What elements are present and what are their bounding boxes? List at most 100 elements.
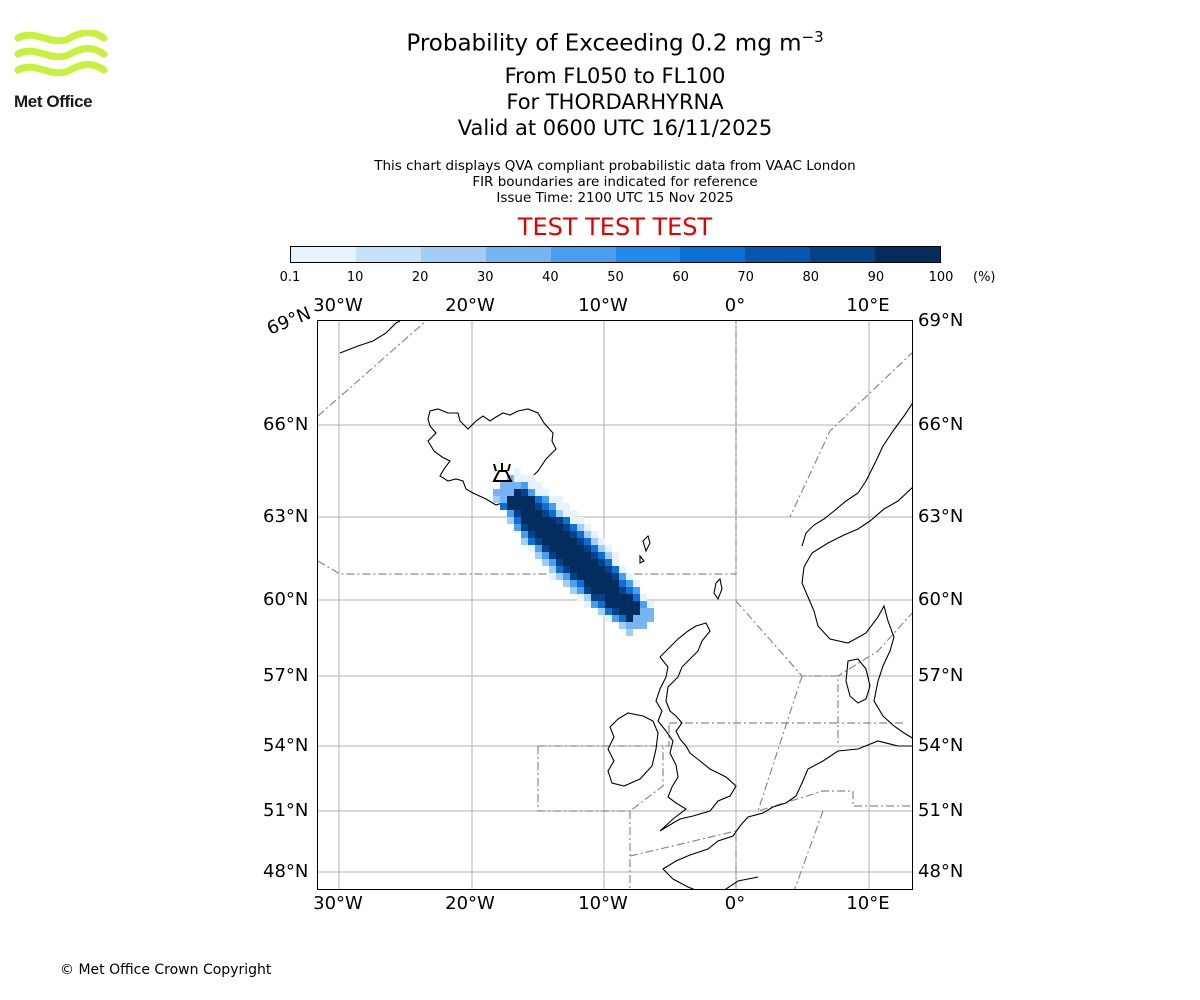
plume-cell <box>563 538 570 545</box>
lat-label-left-66n: 66°N <box>263 414 309 435</box>
colorbar-segment <box>550 247 616 262</box>
plume-cell <box>591 559 598 566</box>
plume-cell <box>556 531 563 538</box>
plume-cell <box>619 587 626 594</box>
plume-cell <box>577 552 584 559</box>
plume-cell <box>619 580 626 587</box>
plume-cell <box>591 601 598 608</box>
plume-cell <box>556 545 563 552</box>
plume-cell <box>507 517 514 524</box>
plume-cell <box>584 566 591 573</box>
lat-label-right-57n: 57°N <box>918 665 964 686</box>
plume-cell <box>647 608 654 615</box>
plume-cell <box>549 566 556 573</box>
met-office-logo <box>14 30 108 77</box>
plume-cell <box>640 594 647 601</box>
plume-cell <box>584 594 591 601</box>
ash-plume-probability <box>493 468 654 636</box>
plume-cell <box>514 482 521 489</box>
colorbar-segment <box>810 247 876 262</box>
plume-cell <box>556 538 563 545</box>
plume-cell <box>514 468 521 475</box>
plume-cell <box>584 524 591 531</box>
plume-cell <box>528 489 535 496</box>
lon-label-top-30w: 30°W <box>313 295 363 316</box>
plume-cell <box>577 566 584 573</box>
plume-cell <box>507 496 514 503</box>
plume-cell <box>640 622 647 629</box>
lon-label-top-10e: 10°E <box>846 295 890 316</box>
plume-cell <box>584 580 591 587</box>
plume-cell <box>612 594 619 601</box>
plume-cell <box>514 503 521 510</box>
plume-cell <box>591 580 598 587</box>
plume-cell <box>542 503 549 510</box>
plume-cell <box>556 566 563 573</box>
lon-label-bottom-0: 0° <box>724 893 746 914</box>
plume-cell <box>605 615 612 622</box>
plume-cell <box>577 580 584 587</box>
lon-label-top-20w: 20°W <box>445 295 495 316</box>
colorbar-tick-label: 10 <box>346 270 364 285</box>
plume-cell <box>528 482 535 489</box>
map-panel[interactable] <box>317 320 913 890</box>
lat-label-right-66n: 66°N <box>918 414 964 435</box>
plume-cell <box>528 503 535 510</box>
fir-boundaries <box>318 321 912 889</box>
plume-cell <box>500 503 507 510</box>
plume-cell <box>612 587 619 594</box>
met-office-wave-icon <box>14 30 108 77</box>
plume-cell <box>528 538 535 545</box>
plume-cell <box>535 489 542 496</box>
coastlines <box>339 321 912 889</box>
plume-cell <box>570 524 577 531</box>
plume-cell <box>605 608 612 615</box>
plume-cell <box>493 496 500 503</box>
plume-cell <box>563 545 570 552</box>
plume-cell <box>500 496 507 503</box>
plume-cell <box>633 622 640 629</box>
plume-cell <box>507 510 514 517</box>
france-coast <box>725 876 759 889</box>
colorbar-segment <box>615 247 681 262</box>
plume-cell <box>633 608 640 615</box>
plume-cell <box>626 580 633 587</box>
plume-cell <box>598 552 605 559</box>
plume-cell <box>528 545 535 552</box>
plume-cell <box>521 538 528 545</box>
colorbar-segment <box>875 247 941 262</box>
plume-cell <box>528 517 535 524</box>
denmark-coast <box>845 658 871 704</box>
lon-label-bottom-10w: 10°W <box>578 893 628 914</box>
plume-cell <box>514 496 521 503</box>
colorbar-tick-label: 20 <box>411 270 429 285</box>
plume-cell <box>521 489 528 496</box>
plume-cell <box>626 573 633 580</box>
great-britain-coast <box>655 622 737 832</box>
plume-cell <box>549 496 556 503</box>
plume-cell <box>570 517 577 524</box>
plume-cell <box>542 552 549 559</box>
iceland-coast <box>427 408 557 506</box>
plume-cell <box>528 510 535 517</box>
plume-cell <box>647 615 654 622</box>
plume-cell <box>640 608 647 615</box>
colorbar-tick-label: 0.1 <box>279 270 301 285</box>
colorbar-tick-label: 100 <box>928 270 954 285</box>
plume-cell <box>556 559 563 566</box>
plume-cell <box>535 524 542 531</box>
plume-cell <box>598 601 605 608</box>
plume-cell <box>619 622 626 629</box>
scandinavia-coast <box>801 487 912 739</box>
plume-cell <box>528 531 535 538</box>
map-svg <box>318 321 912 889</box>
shetland-islands <box>713 577 723 601</box>
plume-cell <box>577 594 584 601</box>
valid-time: Valid at 0600 UTC 16/11/2025 <box>457 116 773 140</box>
faroe-islands <box>639 534 651 564</box>
plume-cell <box>626 622 633 629</box>
lat-label-left-57n: 57°N <box>263 665 309 686</box>
plume-cell <box>549 510 556 517</box>
plume-cell <box>549 552 556 559</box>
plume-cell <box>605 580 612 587</box>
